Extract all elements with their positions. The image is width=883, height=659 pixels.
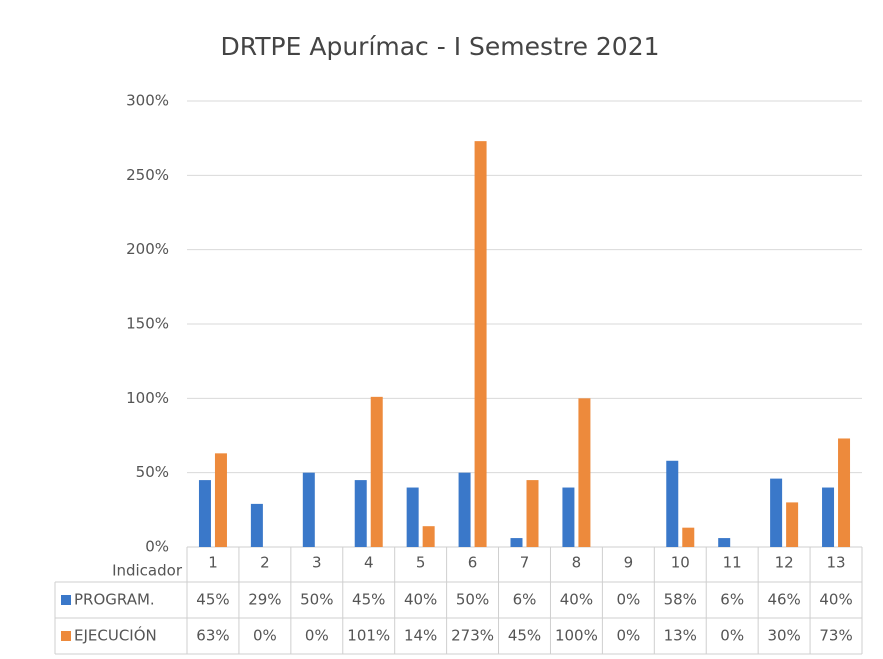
- table-cell: 29%: [248, 591, 281, 609]
- bar: [526, 480, 539, 547]
- bar: [822, 487, 835, 547]
- legend-swatch: [61, 595, 71, 605]
- table-cell: 6%: [513, 591, 537, 609]
- table-cell: 0%: [720, 627, 744, 645]
- bar: [666, 460, 679, 547]
- table-cell: 273%: [451, 627, 494, 645]
- table-cell: 30%: [767, 627, 800, 645]
- x-tick-label: 7: [520, 554, 530, 572]
- chart-title: DRTPE Apurímac - I Semestre 2021: [220, 32, 659, 61]
- bar: [770, 478, 783, 547]
- table-cell: 101%: [347, 627, 390, 645]
- bar: [838, 438, 851, 547]
- legend-label: PROGRAM.: [74, 591, 155, 609]
- x-tick-label: 1: [208, 554, 218, 572]
- table-cell: 14%: [404, 627, 437, 645]
- x-tick-label: 4: [364, 554, 374, 572]
- bar: [718, 538, 731, 547]
- y-tick-label: 250%: [126, 166, 169, 184]
- x-tick-label: 12: [775, 554, 794, 572]
- x-tick-label: 10: [671, 554, 690, 572]
- x-tick-label: 11: [723, 554, 742, 572]
- table-cell: 0%: [253, 627, 277, 645]
- x-tick-label: 6: [468, 554, 478, 572]
- y-tick-label: 200%: [126, 240, 169, 258]
- table-cell: 100%: [555, 627, 598, 645]
- legend-swatch: [61, 631, 71, 641]
- table-cell: 46%: [767, 591, 800, 609]
- table-cell: 40%: [819, 591, 852, 609]
- x-tick-label: 8: [572, 554, 582, 572]
- table-cell: 63%: [196, 627, 229, 645]
- x-tick-label: 13: [826, 554, 845, 572]
- table-cell: 45%: [352, 591, 385, 609]
- table-cell: 45%: [196, 591, 229, 609]
- table-cell: 6%: [720, 591, 744, 609]
- table-cell: 73%: [819, 627, 852, 645]
- bar: [682, 527, 695, 547]
- table-cell: 50%: [300, 591, 333, 609]
- bar: [214, 453, 227, 547]
- bar: [474, 141, 487, 547]
- y-tick-label: 300%: [126, 92, 169, 110]
- bar: [562, 487, 575, 547]
- bar: [422, 526, 435, 547]
- x-tick-label: 9: [624, 554, 634, 572]
- y-tick-label: 0%: [145, 538, 169, 556]
- bar: [370, 396, 383, 547]
- bar: [578, 398, 591, 547]
- legend-label: EJECUCIÓN: [74, 626, 157, 645]
- bar: [198, 480, 211, 547]
- table-cell: 13%: [664, 627, 697, 645]
- bar: [354, 480, 367, 547]
- bar: [510, 538, 523, 547]
- table-cell: 0%: [616, 591, 640, 609]
- table-cell: 58%: [664, 591, 697, 609]
- bar: [302, 472, 315, 547]
- table-cell: 0%: [305, 627, 329, 645]
- bar: [458, 472, 471, 547]
- bar: [786, 502, 799, 547]
- y-tick-label: 100%: [126, 389, 169, 407]
- table-cell: 45%: [508, 627, 541, 645]
- table-cell: 40%: [560, 591, 593, 609]
- x-axis-title: Indicador: [112, 562, 183, 580]
- bar: [250, 503, 263, 547]
- table-cell: 50%: [456, 591, 489, 609]
- table-cell: 40%: [404, 591, 437, 609]
- y-tick-label: 50%: [136, 463, 169, 481]
- x-tick-label: 2: [260, 554, 270, 572]
- x-tick-label: 3: [312, 554, 322, 572]
- bar: [406, 487, 419, 547]
- y-tick-label: 150%: [126, 315, 169, 333]
- x-tick-label: 5: [416, 554, 426, 572]
- table-cell: 0%: [616, 627, 640, 645]
